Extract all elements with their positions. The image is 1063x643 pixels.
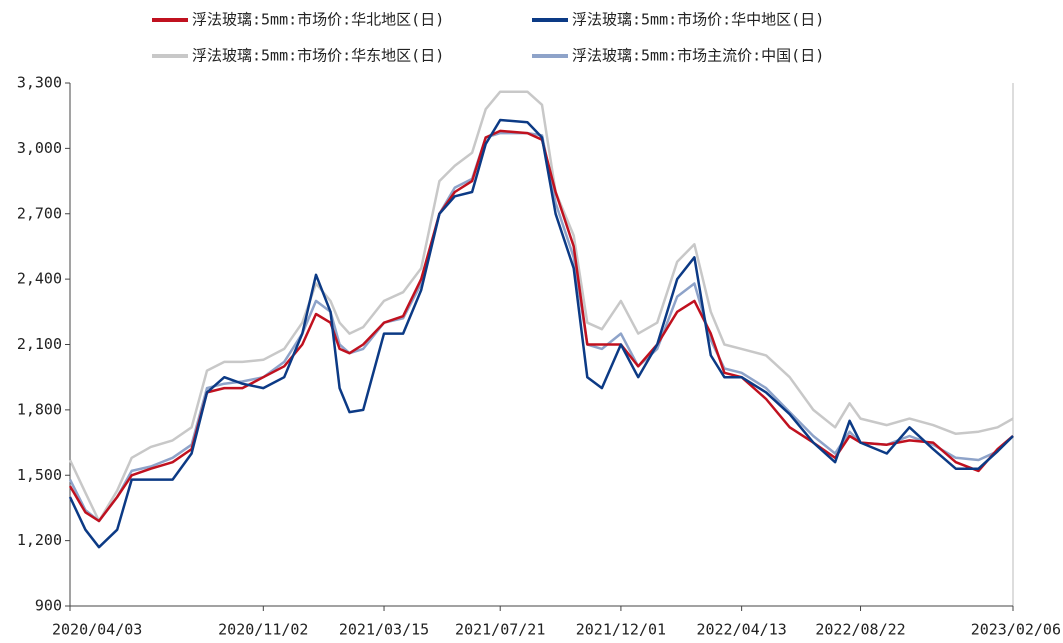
- y-tick-label: 3,000: [17, 139, 62, 157]
- x-tick-label: 2022/08/22: [815, 621, 905, 639]
- legend-label: 浮法玻璃:5mm:市场价:华东地区(日): [192, 47, 444, 65]
- x-tick-label: 2020/11/02: [218, 621, 308, 639]
- y-tick-label: 1,200: [17, 531, 62, 549]
- x-tick-label: 2020/04/03: [52, 621, 142, 639]
- x-tick-label: 2021/03/15: [339, 621, 429, 639]
- legend-label: 浮法玻璃:5mm:市场价:华北地区(日): [192, 11, 444, 29]
- y-tick-label: 1,500: [17, 466, 62, 484]
- series-line: [68, 129, 1014, 523]
- x-tick-label: 2023/02/06: [971, 621, 1061, 639]
- y-tick-label: 2,400: [17, 270, 62, 288]
- series-line: [68, 90, 1014, 523]
- y-tick-label: 1,800: [17, 400, 62, 418]
- series-line: [68, 118, 1014, 549]
- y-tick-label: 2,700: [17, 204, 62, 222]
- legend-label: 浮法玻璃:5mm:市场价:华中地区(日): [572, 11, 824, 29]
- x-tick-label: 2021/12/01: [576, 621, 666, 639]
- y-tick-label: 900: [35, 597, 62, 615]
- x-tick-label: 2022/04/13: [696, 621, 786, 639]
- legend-label: 浮法玻璃:5mm:市场主流价:中国(日): [572, 47, 824, 65]
- y-tick-label: 3,300: [17, 74, 62, 92]
- y-tick-label: 2,100: [17, 335, 62, 353]
- series-line: [68, 131, 1014, 523]
- x-tick-label: 2021/07/21: [455, 621, 545, 639]
